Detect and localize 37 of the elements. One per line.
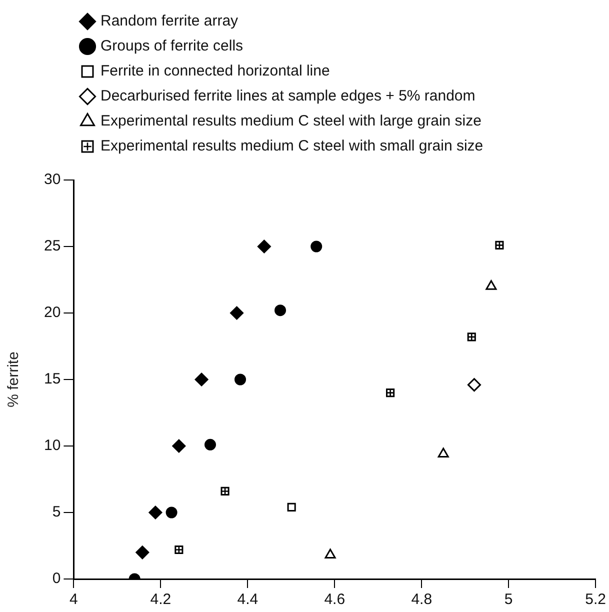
point — [257, 240, 271, 254]
x-tick-label: 4.4 — [237, 591, 258, 608]
point — [310, 240, 322, 252]
y-tick-label: 25 — [44, 238, 61, 255]
point — [194, 372, 208, 386]
point — [287, 502, 296, 512]
x-tick-label: 4.8 — [411, 591, 432, 608]
y-tick-label: 5 — [52, 504, 61, 521]
legend-label: Groups of ferrite cells — [100, 38, 244, 55]
x-tick-label: 5.2 — [585, 591, 606, 608]
x-tick-label: 4 — [70, 591, 78, 608]
point — [136, 546, 150, 560]
x-tick-label: 5 — [504, 591, 513, 608]
y-tick-label: 30 — [44, 171, 61, 188]
point — [230, 306, 244, 320]
point — [324, 548, 336, 559]
legend-label: Ferrite in connected horizontal line — [100, 62, 330, 80]
point — [467, 378, 481, 392]
y-tick-label: 15 — [44, 370, 61, 388]
point — [274, 304, 286, 316]
y-tick-label: 10 — [44, 437, 61, 454]
y-axis-title: % ferrite — [5, 352, 22, 408]
point — [172, 439, 186, 453]
point — [166, 506, 178, 518]
point — [438, 448, 449, 458]
legend-label: Decarburised ferrite lines at sample edges + 5% random — [100, 88, 476, 105]
point — [486, 280, 497, 290]
legend-label: Random ferrite array — [100, 12, 239, 30]
y-tick-label: 0 — [52, 570, 61, 588]
x-tick-label: 4.6 — [324, 591, 346, 608]
legend-label: Experimental results medium C steel with large grain size — [100, 112, 482, 130]
point — [148, 506, 162, 520]
point — [204, 438, 216, 450]
legend-label: Experimental results medium C steel with small grain size — [100, 138, 484, 155]
point — [234, 374, 246, 386]
y-tick-label: 20 — [44, 304, 61, 322]
x-tick-label: 4.2 — [150, 591, 172, 608]
